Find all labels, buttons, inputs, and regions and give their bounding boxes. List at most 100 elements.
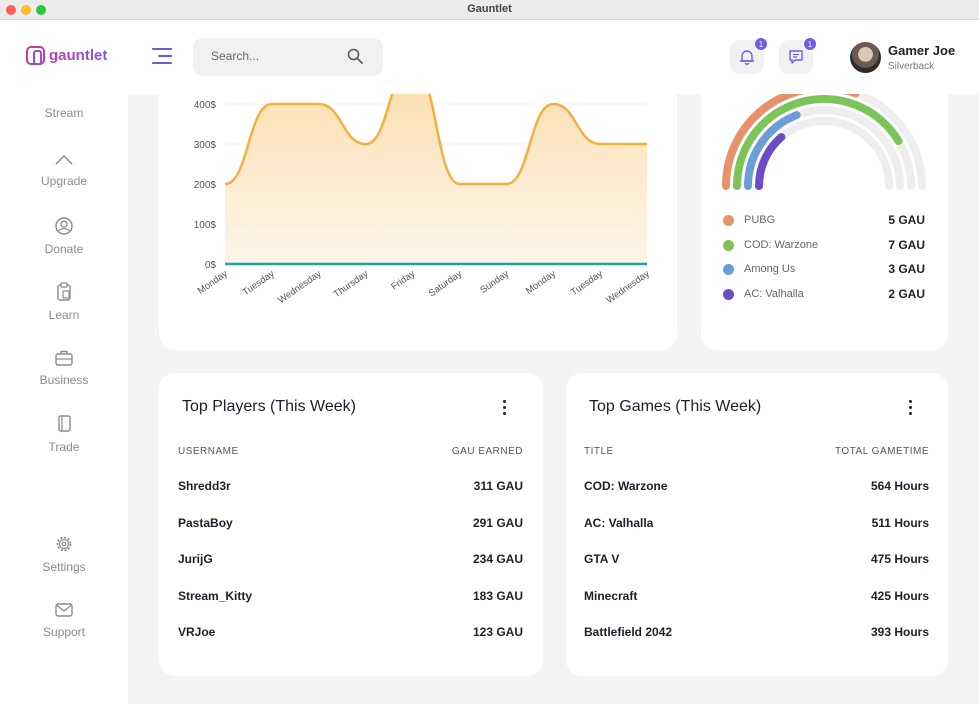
x-tick-label: Friday	[389, 268, 417, 292]
column-header-username[interactable]: USERNAME	[178, 446, 239, 457]
sidebar-item-label: Support	[42, 625, 86, 639]
table-row-name[interactable]: JurijG	[178, 552, 213, 567]
notifications-button[interactable]: 1	[730, 37, 768, 74]
bell-icon	[739, 50, 755, 65]
avatar[interactable]	[850, 42, 881, 73]
legend-value: 5 GAU	[888, 213, 925, 227]
table-row-value: 291 GAU	[472, 515, 523, 530]
sidebar-item-learn[interactable]: Learn	[0, 282, 128, 322]
minimize-window-button[interactable]	[21, 5, 31, 15]
sidebar-item-trade[interactable]: Trade	[0, 414, 128, 454]
top-games-title: Top Games (This Week)	[589, 398, 762, 415]
sidebar-item-label: Upgrade	[40, 174, 88, 188]
column-header-gau[interactable]: GAU EARNED	[451, 446, 523, 457]
zoom-window-button[interactable]	[36, 5, 46, 15]
table-row-name[interactable]: Shredd3r	[178, 479, 231, 493]
table-row-name[interactable]: VRJoe	[178, 625, 216, 640]
x-tick-label: Tuesday	[569, 268, 605, 298]
clipboard-icon	[57, 282, 71, 301]
sidebar-item-label: Learn	[48, 308, 80, 322]
top-players-more-button[interactable]	[501, 400, 507, 416]
table-row-value: 311 GAU	[473, 479, 523, 493]
close-window-button[interactable]	[6, 5, 16, 15]
ring-track	[755, 117, 893, 190]
briefcase-icon	[55, 350, 73, 366]
table-row-value: 564 Hours	[870, 479, 929, 493]
table-row-value: 511 Hours	[871, 515, 929, 530]
column-header-title[interactable]: TITLE	[584, 446, 614, 457]
table-row-value: 183 GAU	[472, 588, 523, 603]
search-icon[interactable]	[347, 48, 363, 64]
sidebar-item-settings[interactable]: Settings	[0, 534, 128, 574]
ring-arc-ac-valhalla[interactable]	[755, 132, 786, 190]
user-name[interactable]: Gamer Joe	[888, 43, 956, 58]
sidebar-item-donate[interactable]: Donate	[0, 216, 128, 256]
kebab-dot	[502, 406, 506, 409]
table-row-value: 425 Hours	[870, 588, 929, 603]
kebab-dot	[908, 412, 912, 415]
ring-arc-cod-warzone[interactable]	[733, 95, 903, 190]
sidebar-item-support[interactable]: Support	[0, 601, 128, 639]
x-tick-label: Thursday	[332, 268, 371, 300]
window-titlebar: Gauntlet	[0, 0, 979, 20]
search-input[interactable]	[211, 49, 341, 63]
chevron-up-icon	[55, 155, 73, 165]
top-header: gauntlet 1 1 Gamer Joe Silverback	[0, 20, 979, 94]
x-tick-label: Wednesday	[604, 268, 651, 306]
sidebar-item-business[interactable]: Business	[0, 349, 128, 387]
trade-icon	[58, 415, 71, 432]
sidebar-item-label: Settings	[42, 560, 86, 574]
messages-button[interactable]: 1	[779, 37, 817, 74]
table-row-name[interactable]: Battlefield 2042	[584, 625, 673, 640]
table-row-value: 123 GAU	[472, 625, 523, 640]
more-vertical-icon	[908, 400, 912, 403]
legend-value: 7 GAU	[888, 237, 925, 252]
table-row-value: 475 Hours	[870, 552, 929, 567]
legend-label: COD: Warzone	[744, 238, 819, 251]
area-fill	[225, 64, 647, 264]
table-row-name[interactable]: Minecraft	[584, 588, 638, 603]
menu-toggle-button[interactable]	[152, 48, 172, 64]
search-box	[193, 38, 383, 76]
legend-value: 3 GAU	[888, 262, 925, 276]
sidebar-item-label: Donate	[44, 242, 84, 256]
ring-arc-among-us[interactable]	[744, 111, 801, 190]
sidebar-item-label: Business	[39, 373, 89, 387]
table-row-name[interactable]: GTA V	[584, 552, 620, 567]
x-tick-label: Monday	[196, 268, 230, 297]
revenue-chart-card: 0$100$200$300$400$500$MondayTuesdayWedne…	[159, 60, 677, 350]
top-players-card: Top Players (This Week) USERNAME GAU EAR…	[159, 373, 543, 676]
table-row-name[interactable]: Stream_Kitty	[178, 588, 253, 603]
legend-label: PUBG	[744, 214, 776, 226]
column-header-gametime[interactable]: TOTAL GAMETIME	[834, 446, 929, 457]
y-tick-label: 200$	[194, 180, 217, 191]
legend-label: Among Us	[744, 263, 796, 275]
notifications-badge: 1	[754, 37, 768, 51]
table-row-value: 234 GAU	[472, 552, 523, 567]
top-games-card: Top Games (This Week) TITLE TOTAL GAMETI…	[566, 373, 948, 676]
menu-icon-line	[152, 62, 172, 64]
y-tick-label: 0$	[205, 260, 217, 271]
user-subtitle: Silverback	[888, 61, 935, 72]
legend-label: AC: Valhalla	[744, 287, 804, 300]
legend-swatch	[723, 215, 734, 226]
kebab-dot	[502, 412, 506, 415]
table-row-name[interactable]: COD: Warzone	[584, 479, 668, 493]
menu-icon-line	[158, 55, 172, 57]
x-tick-label: Saturday	[427, 268, 465, 299]
top-games-more-button[interactable]	[907, 400, 913, 416]
table-row-name[interactable]: PastaBoy	[178, 515, 233, 530]
messages-badge: 1	[803, 37, 817, 51]
legend-swatch	[723, 239, 734, 251]
table-row-name[interactable]: AC: Valhalla	[584, 515, 654, 530]
legend-value: 2 GAU	[888, 286, 925, 301]
legend-swatch	[723, 288, 734, 300]
top-players-title: Top Players (This Week)	[182, 398, 356, 415]
sidebar: Stream Upgrade Donate Learn Business	[0, 86, 128, 704]
gear-icon	[56, 536, 72, 552]
chat-icon	[789, 50, 803, 64]
app-logo[interactable]: gauntlet	[26, 46, 107, 65]
donate-icon	[55, 217, 73, 235]
revenue-area-chart: 0$100$200$300$400$500$MondayTuesdayWedne…	[194, 60, 652, 306]
sidebar-item-upgrade[interactable]: Upgrade	[0, 152, 128, 188]
